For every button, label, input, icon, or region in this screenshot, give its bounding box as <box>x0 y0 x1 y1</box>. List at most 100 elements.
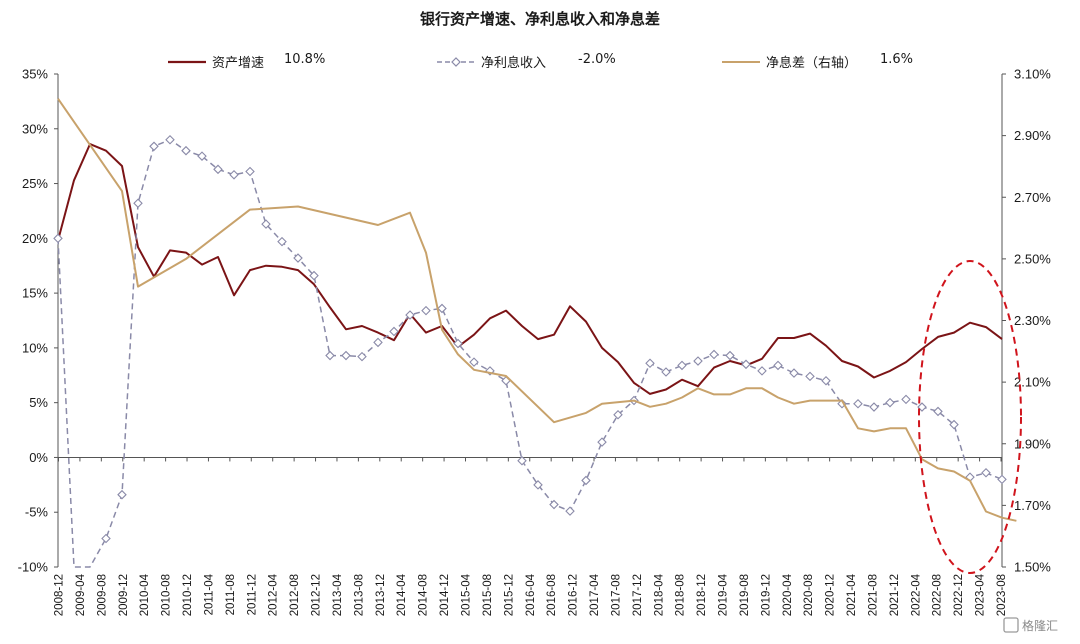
series-point-net-interest-income <box>661 367 671 377</box>
y-left-tick-label: -10% <box>18 560 49 575</box>
series-point-net-interest-income <box>149 141 159 152</box>
series-point-net-interest-income <box>709 349 719 360</box>
x-tick-label: 2009-12 <box>118 574 130 616</box>
series-point-net-interest-income <box>677 360 687 371</box>
series-point-net-interest-income <box>101 533 111 544</box>
x-tick-label: 2010-12 <box>182 574 194 616</box>
legend-item-net-interest-income[interactable]: 净利息收入 -2.0% <box>437 52 616 71</box>
x-tick-label: 2015-12 <box>503 574 515 616</box>
x-tick-label: 2021-04 <box>846 573 858 616</box>
y-left-tick-label: 35% <box>22 67 48 82</box>
x-tick-label: 2016-04 <box>525 573 537 616</box>
x-tick-label: 2019-04 <box>718 573 730 616</box>
series-point-net-interest-income <box>309 270 319 281</box>
series-point-net-interest-income <box>533 480 543 490</box>
legend-value-net-interest-income: -2.0% <box>578 52 616 67</box>
x-tick-label: 2019-08 <box>739 574 751 616</box>
y-right-tick-label: 2.90% <box>1014 128 1051 143</box>
x-tick-label: 2010-08 <box>161 574 173 616</box>
x-tick-label: 2012-04 <box>268 573 280 616</box>
y-right-tick-label: 2.10% <box>1014 375 1051 390</box>
series-point-net-interest-income <box>165 134 175 145</box>
series-point-net-interest-income <box>933 406 943 417</box>
x-tick-label: 2012-12 <box>311 574 323 616</box>
series-point-net-interest-income <box>981 468 991 478</box>
series-point-net-interest-income <box>245 166 255 177</box>
y-left-tick-label: 30% <box>22 121 48 136</box>
series-layer <box>53 98 1017 568</box>
series-point-net-interest-income <box>197 151 207 161</box>
x-tick-label: 2008-12 <box>54 574 66 616</box>
series-point-net-interest-income <box>853 398 863 409</box>
y-left-tick-label: 25% <box>22 176 48 191</box>
series-point-net-interest-income <box>389 326 399 337</box>
series-point-net-interest-income <box>613 409 623 420</box>
x-tick-label: 2015-04 <box>460 573 472 616</box>
series-point-net-interest-income <box>517 455 527 466</box>
x-tick-label: 2017-04 <box>589 573 601 616</box>
series-point-net-interest-income <box>773 360 783 371</box>
x-tick-label: 2022-12 <box>953 574 965 616</box>
series-point-net-interest-income <box>453 338 463 349</box>
legend-item-asset-growth[interactable]: 资产增速 10.8% <box>168 52 325 71</box>
x-tick-label: 2022-08 <box>932 574 944 616</box>
x-tick-label: 2022-04 <box>910 573 922 616</box>
x-tick-label: 2016-08 <box>546 574 558 616</box>
x-tick-label: 2009-04 <box>75 573 87 616</box>
series-point-net-interest-income <box>693 356 703 366</box>
series-point-net-interest-income <box>229 170 239 180</box>
y-left-tick-label: 10% <box>22 340 48 355</box>
series-point-net-interest-income <box>181 145 191 156</box>
series-point-net-interest-income <box>949 419 959 430</box>
y-right-tick-label: 1.70% <box>1014 498 1051 513</box>
x-tick-label: 2010-04 <box>139 573 151 616</box>
x-tick-label: 2018-12 <box>696 574 708 616</box>
series-point-net-interest-income <box>469 357 479 367</box>
x-tick-label: 2011-04 <box>203 573 215 615</box>
series-point-net-interest-income <box>341 350 351 361</box>
series-point-net-interest-income <box>373 337 383 348</box>
x-tick-label: 2015-08 <box>482 574 494 616</box>
y-right-tick-label: 1.50% <box>1014 560 1051 575</box>
y-right-tick-label: 2.70% <box>1014 190 1051 205</box>
x-tick-label: 2014-04 <box>396 573 408 616</box>
x-tick-label: 2021-08 <box>867 574 879 616</box>
series-point-net-interest-income <box>757 366 767 376</box>
series-point-net-interest-income <box>213 164 223 175</box>
series-point-net-interest-income <box>277 236 287 247</box>
x-tick-label: 2009-08 <box>96 574 108 616</box>
x-tick-label: 2012-08 <box>289 574 301 616</box>
x-tick-label: 2014-12 <box>439 574 451 616</box>
legend-item-net-interest-margin[interactable]: 净息差（右轴） 1.6% <box>722 52 913 71</box>
x-tick-label: 2011-12 <box>246 574 258 615</box>
watermark: 格隆汇 <box>1003 617 1058 633</box>
legend-label-asset-growth: 资产增速 <box>212 56 264 71</box>
x-tick-label: 2020-04 <box>782 573 794 616</box>
x-tick-label: 2023-08 <box>996 574 1008 616</box>
legend-value-asset-growth: 10.8% <box>284 52 325 67</box>
series-line-0 <box>57 143 1003 395</box>
highlight-ellipse <box>918 260 1022 574</box>
watermark-text: 格隆汇 <box>1022 618 1058 633</box>
series-point-net-interest-income <box>901 394 911 405</box>
series-point-net-interest-income <box>789 368 799 378</box>
y-left-tick-label: 5% <box>29 395 48 410</box>
legend-value-net-interest-margin: 1.6% <box>880 52 913 67</box>
x-tick-label: 2020-08 <box>803 574 815 616</box>
series-point-net-interest-income <box>645 358 655 369</box>
series-point-net-interest-income <box>357 351 367 362</box>
series-point-net-interest-income <box>885 397 895 408</box>
y-left-tick-label: 0% <box>29 450 48 465</box>
series-point-net-interest-income <box>53 233 63 244</box>
series-point-net-interest-income <box>117 489 127 500</box>
series-point-net-interest-income <box>437 303 447 314</box>
series-point-net-interest-income <box>581 475 591 486</box>
x-tick-label: 2017-12 <box>632 574 644 616</box>
series-point-net-interest-income <box>133 198 143 209</box>
x-tick-label: 2019-12 <box>760 574 772 616</box>
x-tick-label: 2011-08 <box>225 574 237 615</box>
x-tick-label: 2018-08 <box>675 574 687 616</box>
series-point-net-interest-income <box>741 359 751 370</box>
series-point-net-interest-income <box>405 310 415 320</box>
